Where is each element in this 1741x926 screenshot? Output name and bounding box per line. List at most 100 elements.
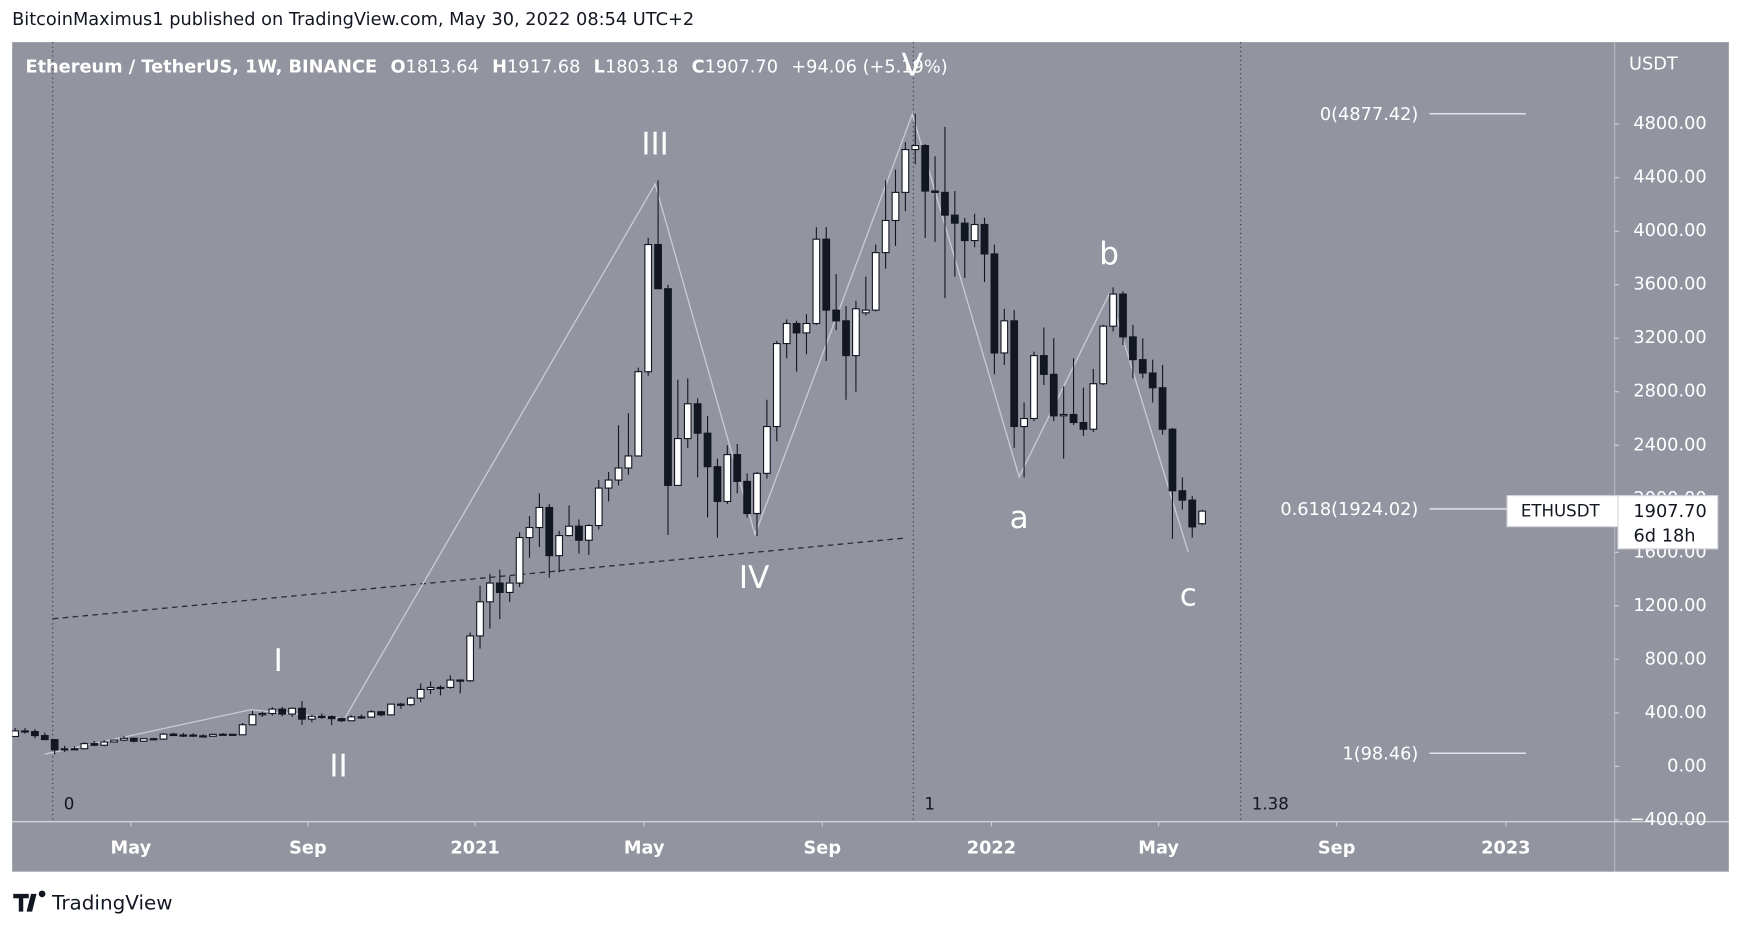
candle-body [80,743,89,750]
wave-label: I [274,643,283,679]
candle-body [387,703,395,716]
candle-body [733,454,742,482]
candle-body [169,733,178,737]
candle-body [832,309,841,322]
candle-body [179,734,188,737]
fib-level-label: 0(4877.42) [1320,105,1418,125]
candle-body [901,149,910,193]
candle-body [199,735,207,738]
price-tag-price: 1907.70 [1633,502,1706,522]
candle-body [60,748,69,751]
y-tick-label: 3200.00 [1633,328,1706,348]
candle-body [842,320,850,357]
candle-body [1109,293,1117,327]
candle-body [31,731,39,737]
candle-body [604,479,613,489]
x-tick-label: May [1138,838,1179,858]
brand: TradingView [51,890,173,914]
candle-body [209,733,217,737]
candle-body [683,403,692,440]
wave-label: a [1010,500,1029,536]
candle-body [980,223,989,255]
candle-body [456,679,465,682]
candle-body [693,403,702,434]
candle-body [486,582,494,603]
candle-body [1099,325,1108,385]
candle-body [120,737,128,741]
legend-value: 1803.18 [605,58,678,78]
candle-body [772,343,781,428]
candle-body [436,686,445,690]
candle-body [1168,428,1177,492]
candle-body [525,526,534,539]
fib-level-label: 1(98.46) [1342,744,1418,764]
candle-body [495,582,504,593]
candle-body [1000,320,1009,354]
candle-body [1158,387,1167,430]
candle-body [317,715,326,718]
candle-body [970,223,979,242]
price-tag-box [1617,495,1719,550]
candle-body [416,688,425,699]
candle-body [110,739,118,743]
candle-body [703,432,712,468]
candle-body [575,525,583,541]
candle-body [861,309,870,314]
candle-body [960,222,969,242]
candle-body [397,703,405,706]
candle-body [50,739,59,751]
candle-body [1198,510,1207,525]
candle-body [1020,417,1028,428]
x-tick-label: 2022 [967,838,1016,858]
candle-body [941,191,949,216]
candle-body [327,716,336,720]
y-tick-label: 4000.00 [1633,221,1706,241]
wave-label: II [329,748,347,784]
legend-value: 1917.68 [507,58,580,78]
candle-body [594,487,603,527]
candle-body [950,214,959,224]
x-tick-label: Sep [804,838,842,858]
x-tick-label: 2023 [1481,838,1530,858]
tradingview-logo: TradingView [13,890,173,914]
candle-body [1178,490,1187,501]
legend-key: C [692,58,705,78]
legend-value: 1813.64 [406,58,479,78]
candle-body [159,733,168,740]
candle-body [792,322,801,334]
candle-body [555,535,564,557]
byline: BitcoinMaximus1 published on TradingView… [12,10,694,30]
candle-body [1010,320,1019,428]
legend-value: 1907.70 [705,58,778,78]
x-tick-label: Sep [1318,838,1356,858]
legend: Ethereum / TetherUS, 1W, BINANCE O1813.64… [25,58,947,78]
candle-body [406,697,415,706]
candle-body [426,686,435,690]
candle-body [782,322,791,345]
candle-body [446,679,455,688]
candle-body [228,733,237,736]
y-tick-label: 400.00 [1645,703,1707,723]
candle-body [1089,383,1098,430]
candle-body [466,635,475,682]
candle-body [545,506,554,557]
price-tag-symbol-box [1506,495,1619,528]
candle-body [713,466,722,503]
candle-body [881,219,890,254]
y-tick-label: 3600.00 [1633,275,1706,295]
candle-body [921,145,930,192]
candle-body [258,712,267,716]
candle-body [812,238,821,325]
candle-body [70,748,79,751]
legend-key: L [594,58,605,78]
candle-body [367,711,376,718]
candle-body [1039,355,1048,375]
candle-body [21,730,29,733]
candle-body [347,716,356,722]
candle-body [357,716,366,719]
y-tick-label: 2800.00 [1633,382,1706,402]
time-fib-label: 1 [924,795,935,814]
y-tick-label: −400.00 [1630,810,1707,830]
wave-label: c [1180,578,1197,614]
